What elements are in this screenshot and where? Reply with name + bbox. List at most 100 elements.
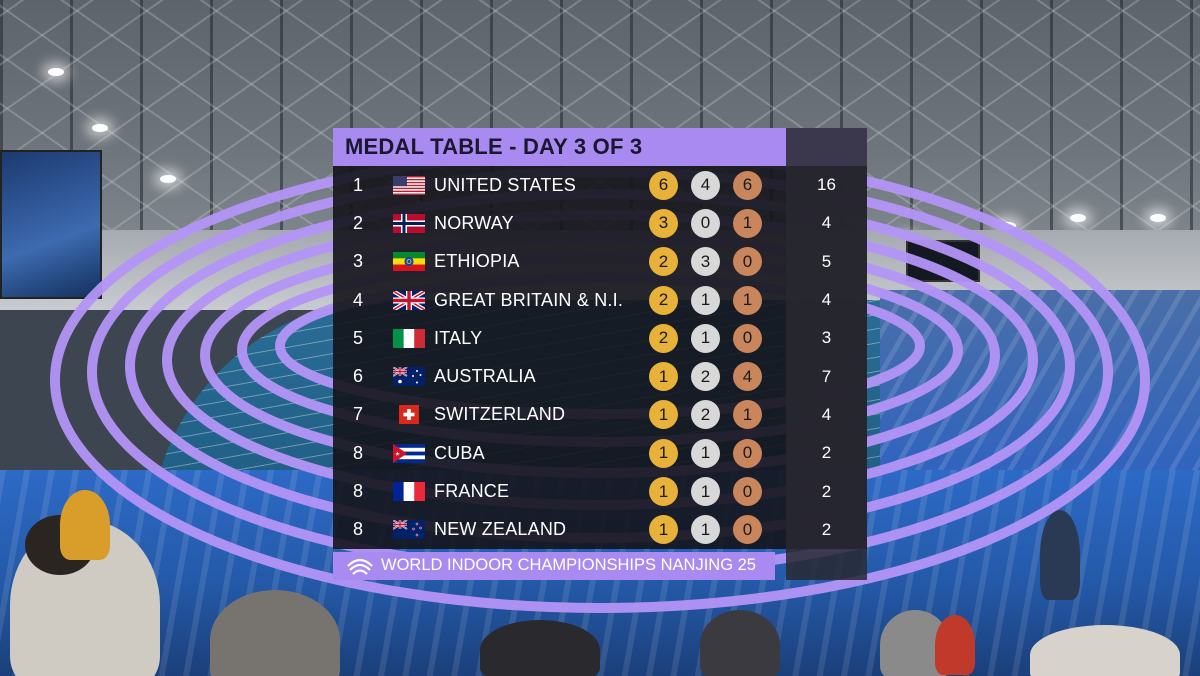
- rank: 1: [352, 174, 363, 195]
- country-name: ITALY: [434, 327, 483, 348]
- spectator: [700, 610, 780, 676]
- arena-video-screen: [0, 150, 102, 299]
- rank: 2: [352, 212, 363, 233]
- medal-table-row: 3 ETHIOPIA 2 3 0 5: [333, 243, 867, 281]
- flag-italy-icon: [393, 328, 425, 348]
- medal-counts: 1 1 0: [649, 438, 762, 468]
- medal-table-row: 2 NORWAY 3 0 1 4: [333, 204, 867, 242]
- rank: 6: [352, 366, 363, 387]
- bronze-medal-count: 4: [733, 362, 762, 392]
- country-name: NEW ZEALAND: [434, 519, 567, 540]
- medal-table-row: 5 ITALY 2 1 0 3: [333, 319, 867, 357]
- gold-medal-count: 2: [649, 247, 678, 277]
- ceiling-light: [1150, 214, 1166, 222]
- gold-medal-count: 1: [649, 362, 678, 392]
- ceiling-light: [92, 124, 108, 132]
- bronze-medal-count: 1: [733, 208, 762, 238]
- rank: 8: [352, 519, 363, 540]
- flag-great-britain-icon: [393, 290, 425, 310]
- event-name: WORLD INDOOR CHAMPIONSHIPS NANJING 25: [381, 556, 756, 575]
- medal-counts: 2 3 0: [649, 247, 762, 277]
- silver-medal-count: 4: [691, 170, 720, 200]
- ceiling-light: [1070, 214, 1086, 222]
- total-medal-count: 2: [821, 481, 832, 501]
- medal-table-row: 8 NEW ZEALAND 1 1 0 2: [333, 511, 867, 549]
- rank: 3: [352, 251, 363, 272]
- event-banner: WORLD INDOOR CHAMPIONSHIPS NANJING 25: [333, 551, 775, 580]
- medal-counts: 6 4 6: [649, 170, 762, 200]
- bronze-medal-count: 0: [733, 247, 762, 277]
- gold-medal-count: 1: [649, 438, 678, 468]
- rank: 5: [352, 327, 363, 348]
- medal-counts: 1 1 0: [649, 477, 762, 507]
- ceiling-light: [160, 175, 176, 183]
- ceiling-light: [48, 68, 64, 76]
- bronze-medal-count: 6: [733, 170, 762, 200]
- total-medal-count: 16: [817, 175, 836, 195]
- total-column: [786, 128, 867, 580]
- bronze-medal-count: 0: [733, 438, 762, 468]
- silver-medal-count: 1: [691, 515, 720, 545]
- spectator: [60, 490, 110, 560]
- silver-medal-count: 2: [691, 362, 720, 392]
- total-medal-count: 4: [821, 290, 832, 310]
- silver-medal-count: 0: [691, 208, 720, 238]
- gold-medal-count: 1: [649, 400, 678, 430]
- spectator: [935, 615, 975, 675]
- rank: 8: [352, 442, 363, 463]
- country-name: SWITZERLAND: [434, 404, 566, 425]
- country-name: NORWAY: [434, 212, 514, 233]
- flag-norway-icon: [393, 213, 425, 233]
- total-medal-count: 7: [821, 366, 832, 386]
- medal-table-row: 8 FRANCE 1 1 0 2: [333, 472, 867, 510]
- medal-table-row: 4 GREAT BRITAIN & N.I. 2 1 1 4: [333, 281, 867, 319]
- medal-table-title: MEDAL TABLE - DAY 3 OF 3: [333, 128, 867, 166]
- spectator: [1030, 625, 1180, 676]
- total-medal-count: 4: [821, 213, 832, 233]
- championship-logo-icon: [345, 556, 375, 576]
- medal-table-rows: 1 UNITED STATES 6 4 6 16 2 NORWAY 3 0 1 …: [333, 128, 867, 580]
- medal-table-row: 7 SWITZERLAND 1 2 1 4: [333, 396, 867, 434]
- silver-medal-count: 1: [691, 438, 720, 468]
- medal-counts: 2 1 1: [649, 285, 762, 315]
- gold-medal-count: 3: [649, 208, 678, 238]
- spectator: [1040, 510, 1080, 600]
- total-medal-count: 2: [821, 443, 832, 463]
- gold-medal-count: 6: [649, 170, 678, 200]
- spectator: [480, 620, 600, 676]
- rank: 4: [352, 289, 363, 310]
- total-medal-count: 2: [821, 519, 832, 539]
- bronze-medal-count: 1: [733, 400, 762, 430]
- silver-medal-count: 3: [691, 247, 720, 277]
- country-name: AUSTRALIA: [434, 366, 536, 387]
- gold-medal-count: 1: [649, 515, 678, 545]
- medal-counts: 2 1 0: [649, 323, 762, 353]
- total-medal-count: 3: [821, 328, 832, 348]
- rank: 7: [352, 404, 363, 425]
- silver-medal-count: 2: [691, 400, 720, 430]
- total-medal-count: 5: [821, 251, 832, 271]
- bronze-medal-count: 1: [733, 285, 762, 315]
- flag-ethiopia-icon: [393, 252, 425, 272]
- country-name: CUBA: [434, 442, 485, 463]
- medal-counts: 1 2 1: [649, 400, 762, 430]
- gold-medal-count: 1: [649, 477, 678, 507]
- country-name: FRANCE: [434, 481, 510, 502]
- flag-new-zealand-icon: [393, 520, 425, 540]
- rank: 8: [352, 481, 363, 502]
- medal-table-row: 6 AUSTRALIA 1 2 4 7: [333, 357, 867, 395]
- flag-australia-icon: [393, 367, 425, 387]
- flag-switzerland-icon: [393, 405, 425, 425]
- flag-usa-icon: [393, 175, 425, 195]
- gold-medal-count: 2: [649, 323, 678, 353]
- country-name: ETHIOPIA: [434, 251, 520, 272]
- bronze-medal-count: 0: [733, 515, 762, 545]
- gold-medal-count: 2: [649, 285, 678, 315]
- silver-medal-count: 1: [691, 323, 720, 353]
- spectator: [210, 590, 340, 676]
- silver-medal-count: 1: [691, 477, 720, 507]
- bronze-medal-count: 0: [733, 477, 762, 507]
- country-name: GREAT BRITAIN & N.I.: [434, 289, 624, 310]
- silver-medal-count: 1: [691, 285, 720, 315]
- medal-table: MEDAL TABLE - DAY 3 OF 3 1 UNITED STATES…: [333, 128, 867, 580]
